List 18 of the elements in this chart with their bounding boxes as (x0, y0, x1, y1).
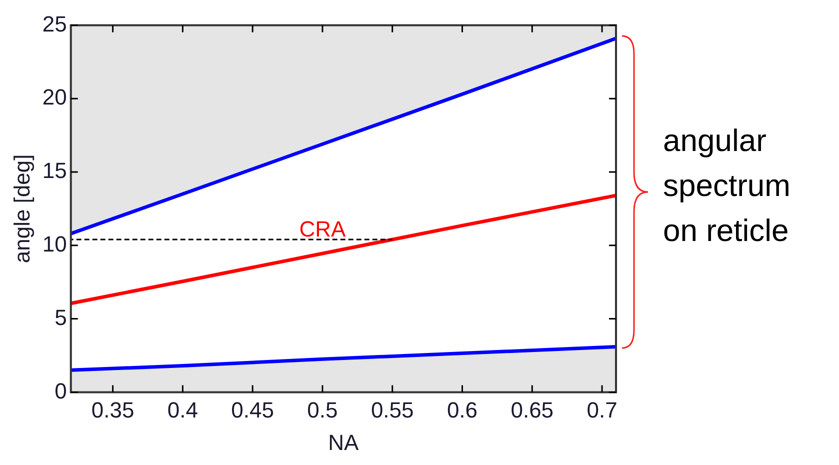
y-tick-label: 10 (42, 231, 67, 256)
y-axis-title: angle [deg] (9, 154, 34, 264)
x-tick-label: 0.7 (586, 397, 618, 422)
y-tick-label: 15 (42, 158, 67, 184)
y-tick-label: 0 (54, 378, 67, 404)
x-tick-label: 0.45 (231, 397, 274, 422)
x-tick-label: 0.55 (370, 397, 414, 422)
x-tick-label: 0.65 (510, 397, 554, 422)
x-tick-label: 0.6 (446, 397, 478, 422)
y-tick-label: 5 (54, 304, 67, 330)
annotation: CRA (299, 216, 346, 242)
x-tick-label: 0.35 (91, 397, 134, 422)
x-tick-label: 0.5 (307, 397, 338, 422)
x-axis-title: NA (328, 430, 360, 455)
x-tick-label: 0.4 (167, 397, 198, 422)
y-tick-label: 25 (42, 11, 67, 36)
y-tick-label: 20 (42, 84, 67, 110)
text: angular spectrum on reticle (663, 122, 792, 250)
